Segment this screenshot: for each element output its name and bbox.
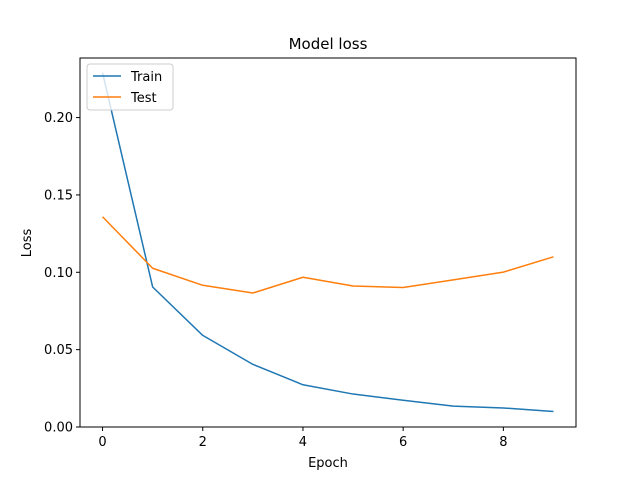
series-line-test xyxy=(102,216,554,294)
x-tick-label: 0 xyxy=(98,435,106,450)
plot-area xyxy=(80,58,576,427)
series-line-train xyxy=(101,72,554,413)
y-axis-label: Loss xyxy=(20,229,35,258)
legend-label-train: Train xyxy=(130,70,162,85)
y-tick-label: 0.20 xyxy=(44,111,73,126)
x-tick-label: 8 xyxy=(499,435,507,450)
legend: Train Test xyxy=(86,63,174,111)
x-tick-label: 4 xyxy=(299,435,307,450)
x-tick-label: 6 xyxy=(399,435,407,450)
x-tick-label: 2 xyxy=(199,435,207,450)
y-tick-label: 0.15 xyxy=(44,188,73,203)
y-tick-label: 0.05 xyxy=(44,343,73,358)
plot-frame xyxy=(79,57,577,428)
x-axis-label: Epoch xyxy=(308,456,348,471)
legend-label-test: Test xyxy=(130,91,157,106)
y-tick-label: 0.00 xyxy=(44,421,73,436)
y-tick-label: 0.10 xyxy=(44,266,73,281)
chart-title: Model loss xyxy=(289,35,368,53)
